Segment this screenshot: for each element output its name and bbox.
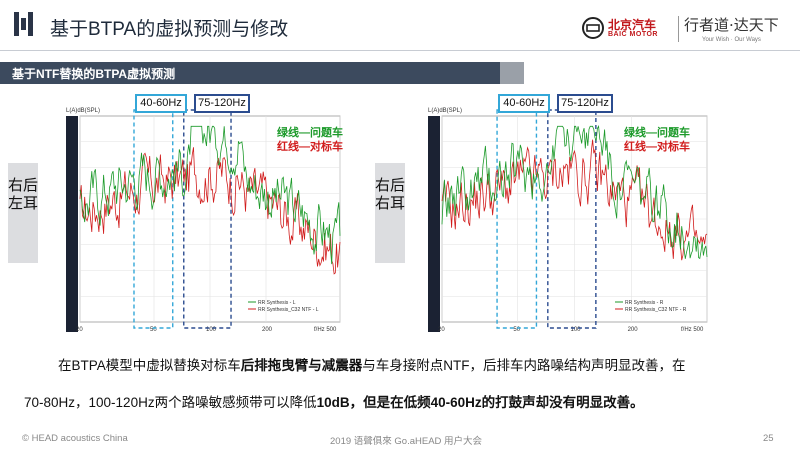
x-tick-label: 200 xyxy=(628,327,639,333)
body-line-1-bold: 后排拖曳臂与减震器 xyxy=(240,358,363,373)
y-axis-label: L(A)dB(SPL) xyxy=(66,108,100,114)
series-legend-label: RR Synthesis - L xyxy=(258,300,296,306)
plot-left-bar xyxy=(428,116,440,332)
benchmark-car-curve xyxy=(441,139,708,261)
band-40-60-box xyxy=(496,109,538,329)
body-line-2-a: 70-80Hz，100-120Hz两个路噪敏感频带可以降低 xyxy=(24,395,317,410)
legend-benchmark-car-left: 红线—对标车 xyxy=(277,141,343,153)
freq-badge-40-60-left: 40-60Hz xyxy=(135,94,187,113)
body-line-2-bold: 10dB，但是在低频40-60Hz的打鼓声却没有明显改善。 xyxy=(316,395,644,410)
brand-logo: 北京汽车 BAIC MOTOR 行者道·达天下 Your Wish · Our … xyxy=(562,14,787,46)
body-line-1: 在BTPA模型中虚拟替换对标车后排拖曳臂与减震器与车身接附点NTF，后排车内路噪… xyxy=(58,354,686,374)
freq-badge-75-120-right: 75-120Hz xyxy=(557,94,613,113)
x-tick-label: 20 xyxy=(438,327,445,333)
spectrum-chart-left: L(A)dB(SPL) 20 50 100 200 f/Hz 500 RR Synthesi… xyxy=(64,104,344,336)
brand-slogan: 行者道·达天下 xyxy=(684,16,779,34)
spectrum-panel-left: L(A)dB(SPL) 20 50 100 200 f/Hz 500 RR Synthesi… xyxy=(64,104,344,336)
ear-label-right: 右后右耳 xyxy=(375,163,405,263)
x-tick-label: f/Hz 500 xyxy=(314,327,337,333)
freq-badge-40-60-right: 40-60Hz xyxy=(498,94,550,113)
series-legend-label: RR Synthesis_C32 NTF - R xyxy=(625,307,687,313)
head-logo-icon xyxy=(14,12,33,36)
brand-divider xyxy=(678,16,679,42)
x-tick-label: f/Hz 500 xyxy=(681,327,704,333)
problem-car-curve xyxy=(441,125,708,260)
y-axis-label: L(A)dB(SPL) xyxy=(428,108,462,114)
band-40-60-box xyxy=(133,109,174,329)
ear-label-left: 右后左耳 xyxy=(8,163,38,263)
problem-car-curve xyxy=(79,125,341,265)
spectrum-chart-right: L(A)dB(SPL) 20 50 100 200 f/Hz 500 RR Synthesi… xyxy=(426,104,711,336)
spectrum-panel-right: L(A)dB(SPL) 20 50 100 200 f/Hz 500 RR Synthesi… xyxy=(426,104,711,336)
x-tick-label: 50 xyxy=(150,327,157,333)
brand-name-en: BAIC MOTOR xyxy=(608,31,658,38)
series-legend-label: RR Synthesis_C32 NTF - L xyxy=(258,307,319,313)
legend-benchmark-car-right: 红线—对标车 xyxy=(624,141,690,153)
section-bar xyxy=(0,62,500,84)
section-bar-accent xyxy=(500,62,524,84)
section-title: 基于NTF替换的BTPA虚拟预测 xyxy=(12,67,176,81)
baic-emblem-icon xyxy=(582,17,604,39)
x-tick-label: 100 xyxy=(571,327,582,333)
body-line-1-c: 与车身接附点NTF，后排车内路噪结构声明显改善，在 xyxy=(362,358,686,373)
x-tick-label: 100 xyxy=(206,327,217,333)
x-tick-label: 200 xyxy=(262,327,273,333)
footer-event: 2019 语聲俱來 Go.aHEAD 用户大会 xyxy=(330,436,483,447)
freq-badge-75-120-left: 75-120Hz xyxy=(194,94,250,113)
plot-left-bar xyxy=(66,116,78,332)
body-line-1-a: 在BTPA模型中虚拟替换对标车 xyxy=(58,358,241,373)
legend-problem-car-right: 绿线—问题车 xyxy=(624,127,690,139)
legend-problem-car-left: 绿线—问题车 xyxy=(277,127,343,139)
footer-page-number: 25 xyxy=(763,433,774,444)
series-legend-label: RR Synthesis - R xyxy=(625,300,664,306)
header-divider xyxy=(0,50,800,51)
body-line-2: 70-80Hz，100-120Hz两个路噪敏感频带可以降低10dB，但是在低频4… xyxy=(24,391,644,411)
x-tick-label: 50 xyxy=(513,327,520,333)
x-tick-label: 20 xyxy=(76,327,83,333)
plot-background xyxy=(64,104,344,336)
brand-slogan-en: Your Wish · Our Ways xyxy=(702,37,761,43)
footer-copyright: © HEAD acoustics China xyxy=(22,433,128,444)
page-title: 基于BTPA的虚拟预测与修改 xyxy=(50,19,289,40)
brand-name-cn: 北京汽车 xyxy=(608,18,657,32)
